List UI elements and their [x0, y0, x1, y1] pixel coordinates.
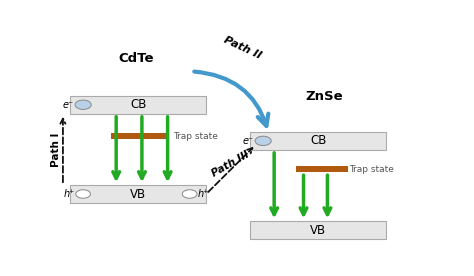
- Circle shape: [76, 190, 91, 198]
- FancyArrowPatch shape: [194, 71, 268, 126]
- Text: e⁻: e⁻: [63, 100, 74, 110]
- Text: Trap state: Trap state: [173, 132, 218, 141]
- Circle shape: [75, 100, 91, 109]
- FancyBboxPatch shape: [70, 185, 206, 203]
- Text: CB: CB: [130, 98, 146, 111]
- FancyBboxPatch shape: [110, 133, 170, 139]
- Text: e⁻: e⁻: [243, 136, 254, 146]
- Text: VB: VB: [130, 188, 146, 201]
- FancyBboxPatch shape: [70, 96, 206, 114]
- Text: CdTe: CdTe: [118, 52, 154, 65]
- Text: VB: VB: [310, 224, 326, 237]
- Circle shape: [182, 190, 197, 198]
- FancyBboxPatch shape: [250, 221, 386, 239]
- Text: h⁺: h⁺: [64, 189, 75, 199]
- FancyBboxPatch shape: [296, 166, 347, 172]
- Text: Trap state: Trap state: [349, 164, 394, 174]
- Text: Path I: Path I: [51, 133, 61, 167]
- Text: CB: CB: [310, 134, 327, 147]
- Text: ZnSe: ZnSe: [305, 90, 343, 104]
- Text: Path II: Path II: [223, 35, 263, 61]
- Circle shape: [255, 136, 271, 145]
- Text: h⁺: h⁺: [198, 189, 210, 199]
- FancyBboxPatch shape: [250, 132, 386, 150]
- Text: Path III: Path III: [210, 149, 251, 179]
